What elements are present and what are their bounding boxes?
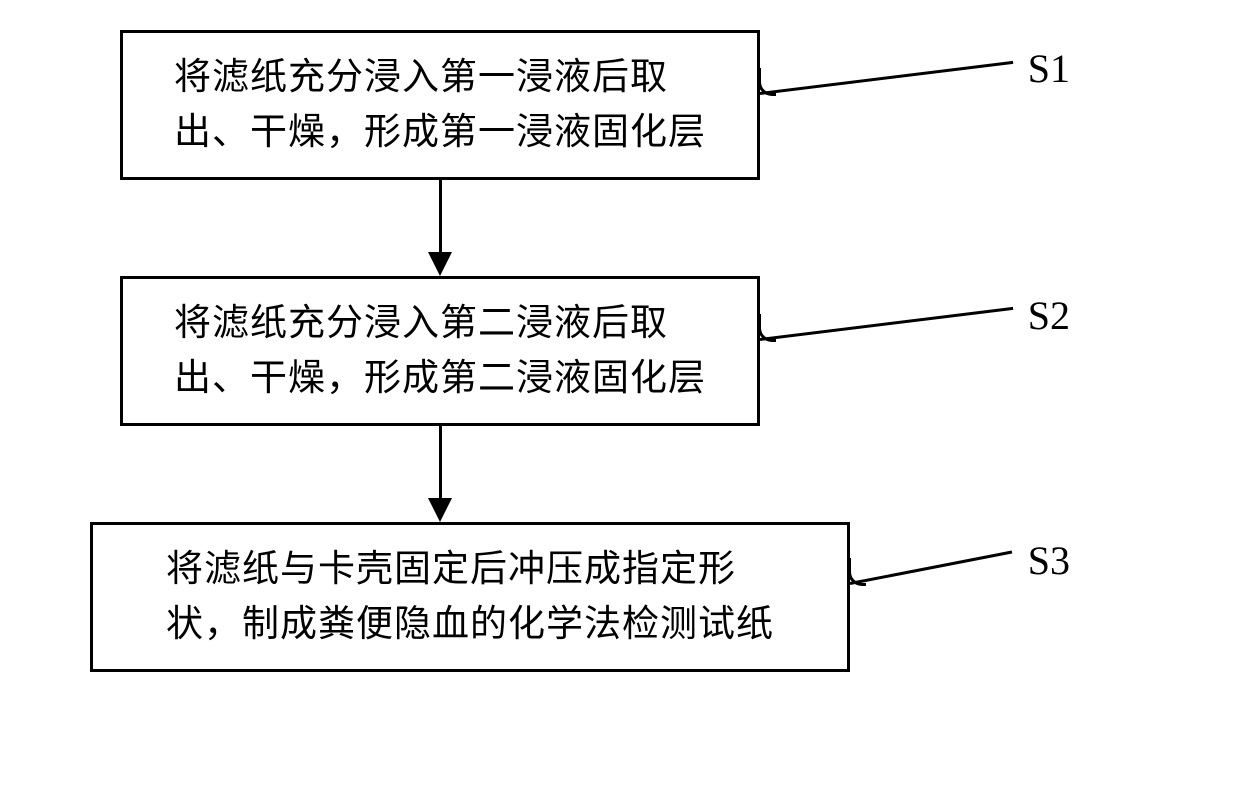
step-text-s2: 将滤纸充分浸入第二浸液后取 出、干燥，形成第二浸液固化层 [174, 296, 706, 407]
step-text-s1: 将滤纸充分浸入第一浸液后取 出、干燥，形成第一浸液固化层 [174, 50, 706, 161]
s1-line1: 将滤纸充分浸入第一浸液后取 [174, 57, 668, 98]
s3-line2: 状，制成粪便隐血的化学法检测试纸 [166, 604, 774, 645]
connector-line-icon [850, 551, 1013, 585]
s3-line1: 将滤纸与卡壳固定后冲压成指定形 [166, 549, 736, 590]
flowchart-container: 将滤纸充分浸入第一浸液后取 出、干燥，形成第一浸液固化层 将滤纸充分浸入第二浸液… [90, 30, 1150, 672]
step-label-s2: S2 [1028, 292, 1070, 339]
step-box-s1: 将滤纸充分浸入第一浸液后取 出、干燥，形成第一浸液固化层 [120, 30, 760, 180]
arrow-head-icon [428, 252, 452, 276]
arrow-s1-s2 [120, 180, 760, 276]
step-box-s3: 将滤纸与卡壳固定后冲压成指定形 状，制成粪便隐血的化学法检测试纸 [90, 522, 850, 672]
arrow-s2-s3 [120, 426, 760, 522]
step-box-s2: 将滤纸充分浸入第二浸液后取 出、干燥，形成第二浸液固化层 [120, 276, 760, 426]
connector-line-icon [760, 61, 1013, 95]
step-text-s3: 将滤纸与卡壳固定后冲压成指定形 状，制成粪便隐血的化学法检测试纸 [166, 542, 774, 653]
step-label-s3: S3 [1028, 537, 1070, 584]
s2-line1: 将滤纸充分浸入第二浸液后取 [174, 303, 668, 344]
connector-line-icon [760, 307, 1013, 341]
arrow-line-icon [439, 426, 442, 500]
step-label-s1: S1 [1028, 45, 1070, 92]
s2-line2: 出、干燥，形成第二浸液固化层 [174, 358, 706, 399]
arrow-line-icon [439, 180, 442, 254]
arrow-head-icon [428, 498, 452, 522]
s1-line2: 出、干燥，形成第一浸液固化层 [174, 112, 706, 153]
